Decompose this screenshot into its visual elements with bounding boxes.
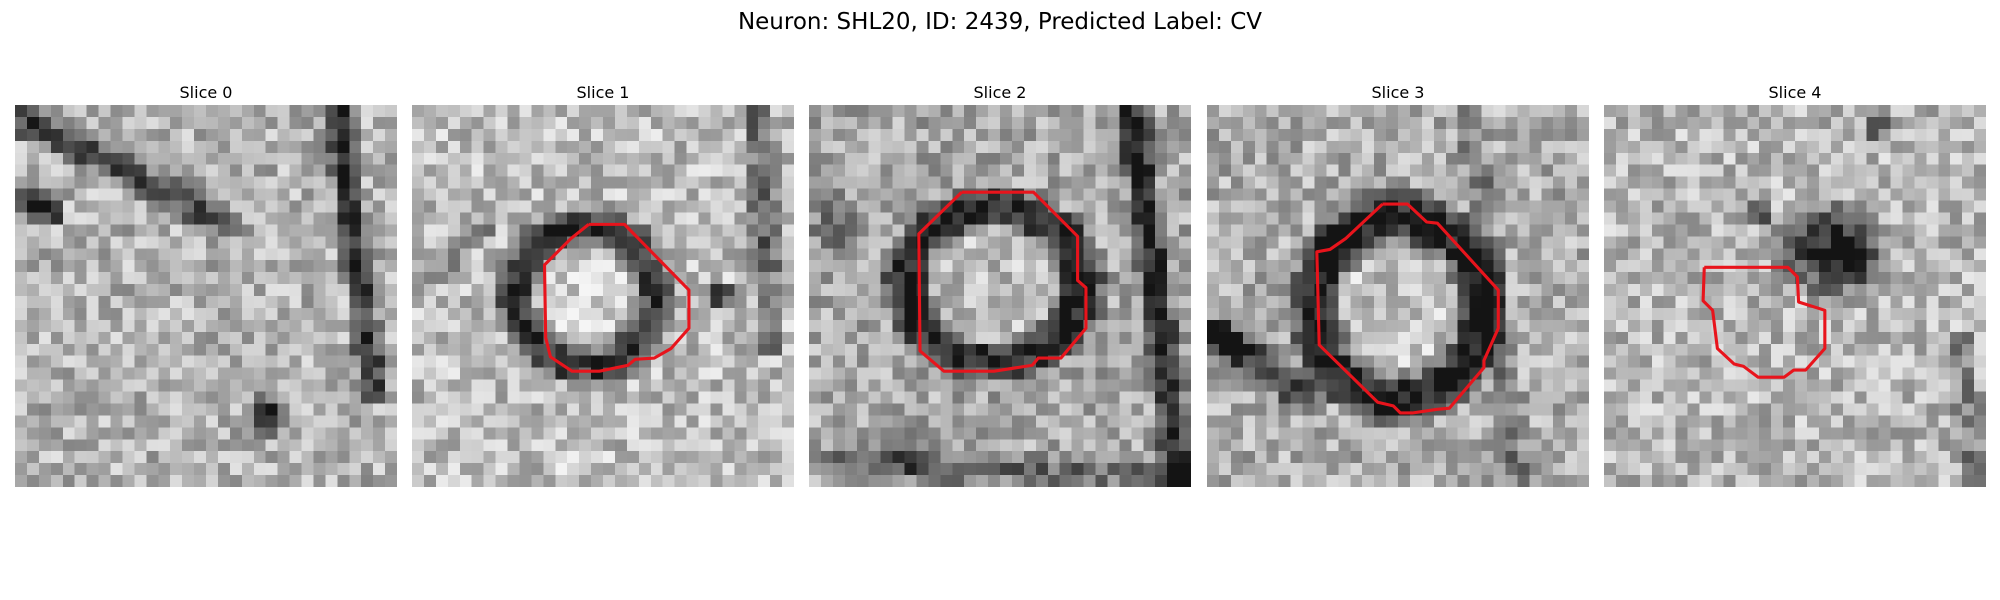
slice-title-1: Slice 1 bbox=[576, 83, 630, 102]
slice-image-1 bbox=[412, 105, 794, 487]
slice-panel-3: Slice 3 bbox=[1207, 83, 1589, 487]
pixel-grid bbox=[1207, 105, 1589, 487]
slice-panel-1: Slice 1 bbox=[412, 83, 794, 487]
slice-title-0: Slice 0 bbox=[179, 83, 233, 102]
slice-title-3: Slice 3 bbox=[1371, 83, 1425, 102]
slice-image-4 bbox=[1604, 105, 1986, 487]
slice-image-2 bbox=[809, 105, 1191, 487]
segmentation-contour bbox=[1701, 265, 1827, 379]
figure-title: Neuron: SHL20, ID: 2439, Predicted Label… bbox=[737, 9, 1263, 35]
slice-title-2: Slice 2 bbox=[973, 83, 1027, 102]
pixel-grid bbox=[412, 105, 794, 487]
pixel-grid bbox=[1604, 105, 1986, 487]
segmentation-contour bbox=[917, 190, 1088, 373]
segmentation-contour bbox=[1315, 202, 1500, 415]
slice-panel-0: Slice 0 bbox=[15, 83, 397, 487]
slice-image-3 bbox=[1207, 105, 1589, 487]
slice-panel-4: Slice 4 bbox=[1604, 83, 1986, 487]
slice-image-0 bbox=[15, 105, 397, 487]
slice-title-4: Slice 4 bbox=[1768, 83, 1822, 102]
pixel-grid bbox=[809, 105, 1191, 487]
segmentation-contour bbox=[542, 222, 691, 373]
pixel-grid bbox=[15, 105, 397, 487]
slice-panel-2: Slice 2 bbox=[809, 83, 1191, 487]
